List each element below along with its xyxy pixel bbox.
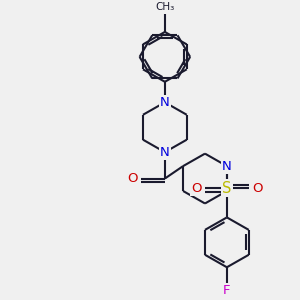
Text: O: O [127, 172, 137, 185]
Text: O: O [252, 182, 263, 195]
Text: F: F [223, 284, 231, 297]
Text: O: O [191, 182, 202, 195]
Text: N: N [160, 96, 170, 109]
Text: N: N [222, 160, 232, 172]
Text: S: S [222, 181, 232, 196]
Text: CH₃: CH₃ [155, 2, 175, 12]
Text: N: N [160, 146, 170, 159]
